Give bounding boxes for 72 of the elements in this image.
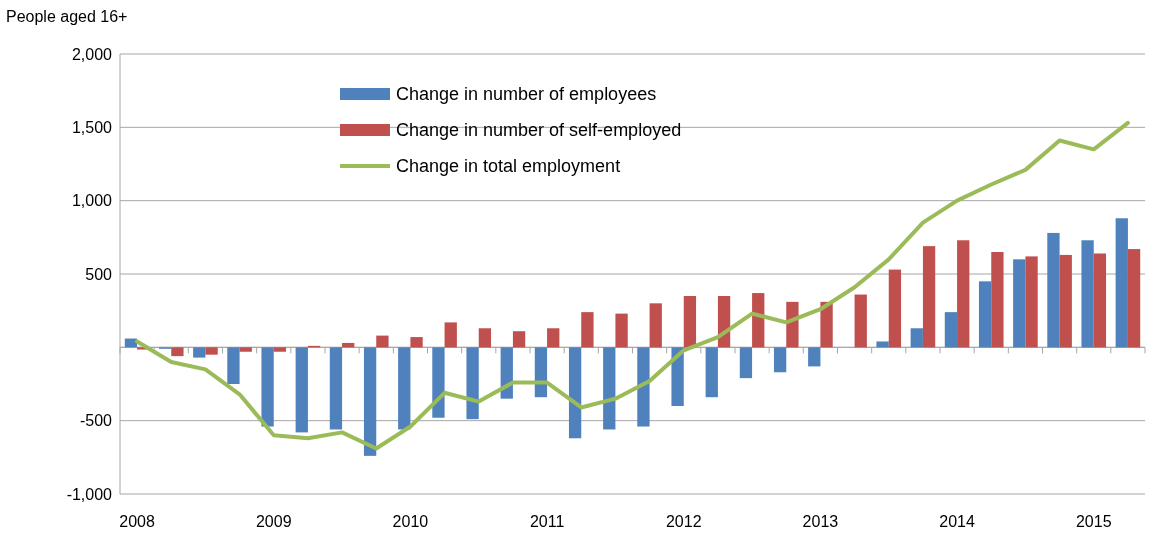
bar: [752, 293, 765, 348]
bar: [671, 347, 684, 406]
bar: [808, 347, 821, 367]
bar: [705, 347, 718, 398]
bar: [786, 301, 799, 348]
bar: [568, 347, 582, 439]
bar: [773, 347, 787, 373]
bar: [820, 301, 833, 348]
bar: [649, 303, 662, 348]
bar: [1013, 259, 1026, 348]
bar: [273, 347, 287, 352]
bar: [991, 252, 1004, 348]
bar: [615, 313, 628, 348]
bar: [1127, 249, 1141, 348]
line-series: [135, 120, 1130, 451]
x-tick-label: 2010: [392, 513, 429, 530]
x-tick-label: 2012: [665, 513, 702, 530]
bar: [193, 347, 206, 358]
bar: [854, 294, 867, 348]
bar: [239, 347, 252, 352]
legend-label: Change in number of employees: [396, 84, 657, 105]
x-tick-label: 2011: [529, 513, 565, 530]
y-tick-label: -1,000: [66, 485, 113, 503]
bar: [363, 347, 377, 456]
bar: [910, 328, 923, 348]
y-tick-label: 500: [85, 265, 113, 283]
legend-label: Change in number of self-employed: [396, 120, 682, 141]
bar: [329, 347, 343, 430]
bar: [1093, 253, 1107, 348]
bar: [581, 312, 594, 348]
x-tick-label: 2014: [939, 513, 975, 530]
x-tick-label: 2013: [802, 513, 839, 530]
bar: [637, 347, 650, 427]
y-tick-label: 1,500: [71, 118, 113, 136]
bar: [261, 347, 274, 427]
bar: [432, 347, 445, 418]
bar: [922, 246, 936, 348]
bar: [205, 347, 218, 355]
bar: [227, 347, 240, 384]
bar: [478, 328, 492, 348]
bar: [1047, 232, 1060, 348]
bar: [512, 331, 526, 348]
y-tick-label: -500: [79, 412, 113, 430]
bar: [295, 347, 308, 433]
bar: [534, 347, 548, 398]
bar: [444, 322, 457, 348]
x-tick-label: 2015: [1075, 513, 1112, 530]
bar: [603, 347, 616, 430]
bar: [1081, 240, 1094, 348]
bar: [1059, 254, 1072, 348]
y-tick-label: 1,000: [71, 192, 113, 210]
bar: [739, 347, 753, 379]
bar: [876, 341, 889, 348]
bar: [957, 240, 970, 348]
bar: [547, 328, 560, 348]
bar: [1115, 218, 1128, 348]
bar: [376, 335, 389, 348]
legend-label: Change in total employment: [396, 156, 621, 177]
bar: [171, 347, 184, 357]
bar: [410, 337, 423, 348]
bar: [398, 347, 411, 430]
bar: [978, 281, 992, 348]
bar: [1025, 256, 1038, 348]
bar: [466, 347, 479, 420]
x-tick-label: 2008: [119, 513, 155, 530]
bar: [888, 269, 902, 348]
bar: [944, 312, 958, 348]
y-tick-label: 2,000: [71, 45, 113, 63]
y-axis-title: People aged 16+: [6, 8, 128, 25]
bar: [683, 296, 697, 348]
bar: [500, 347, 513, 399]
x-tick-label: 2009: [255, 513, 292, 530]
